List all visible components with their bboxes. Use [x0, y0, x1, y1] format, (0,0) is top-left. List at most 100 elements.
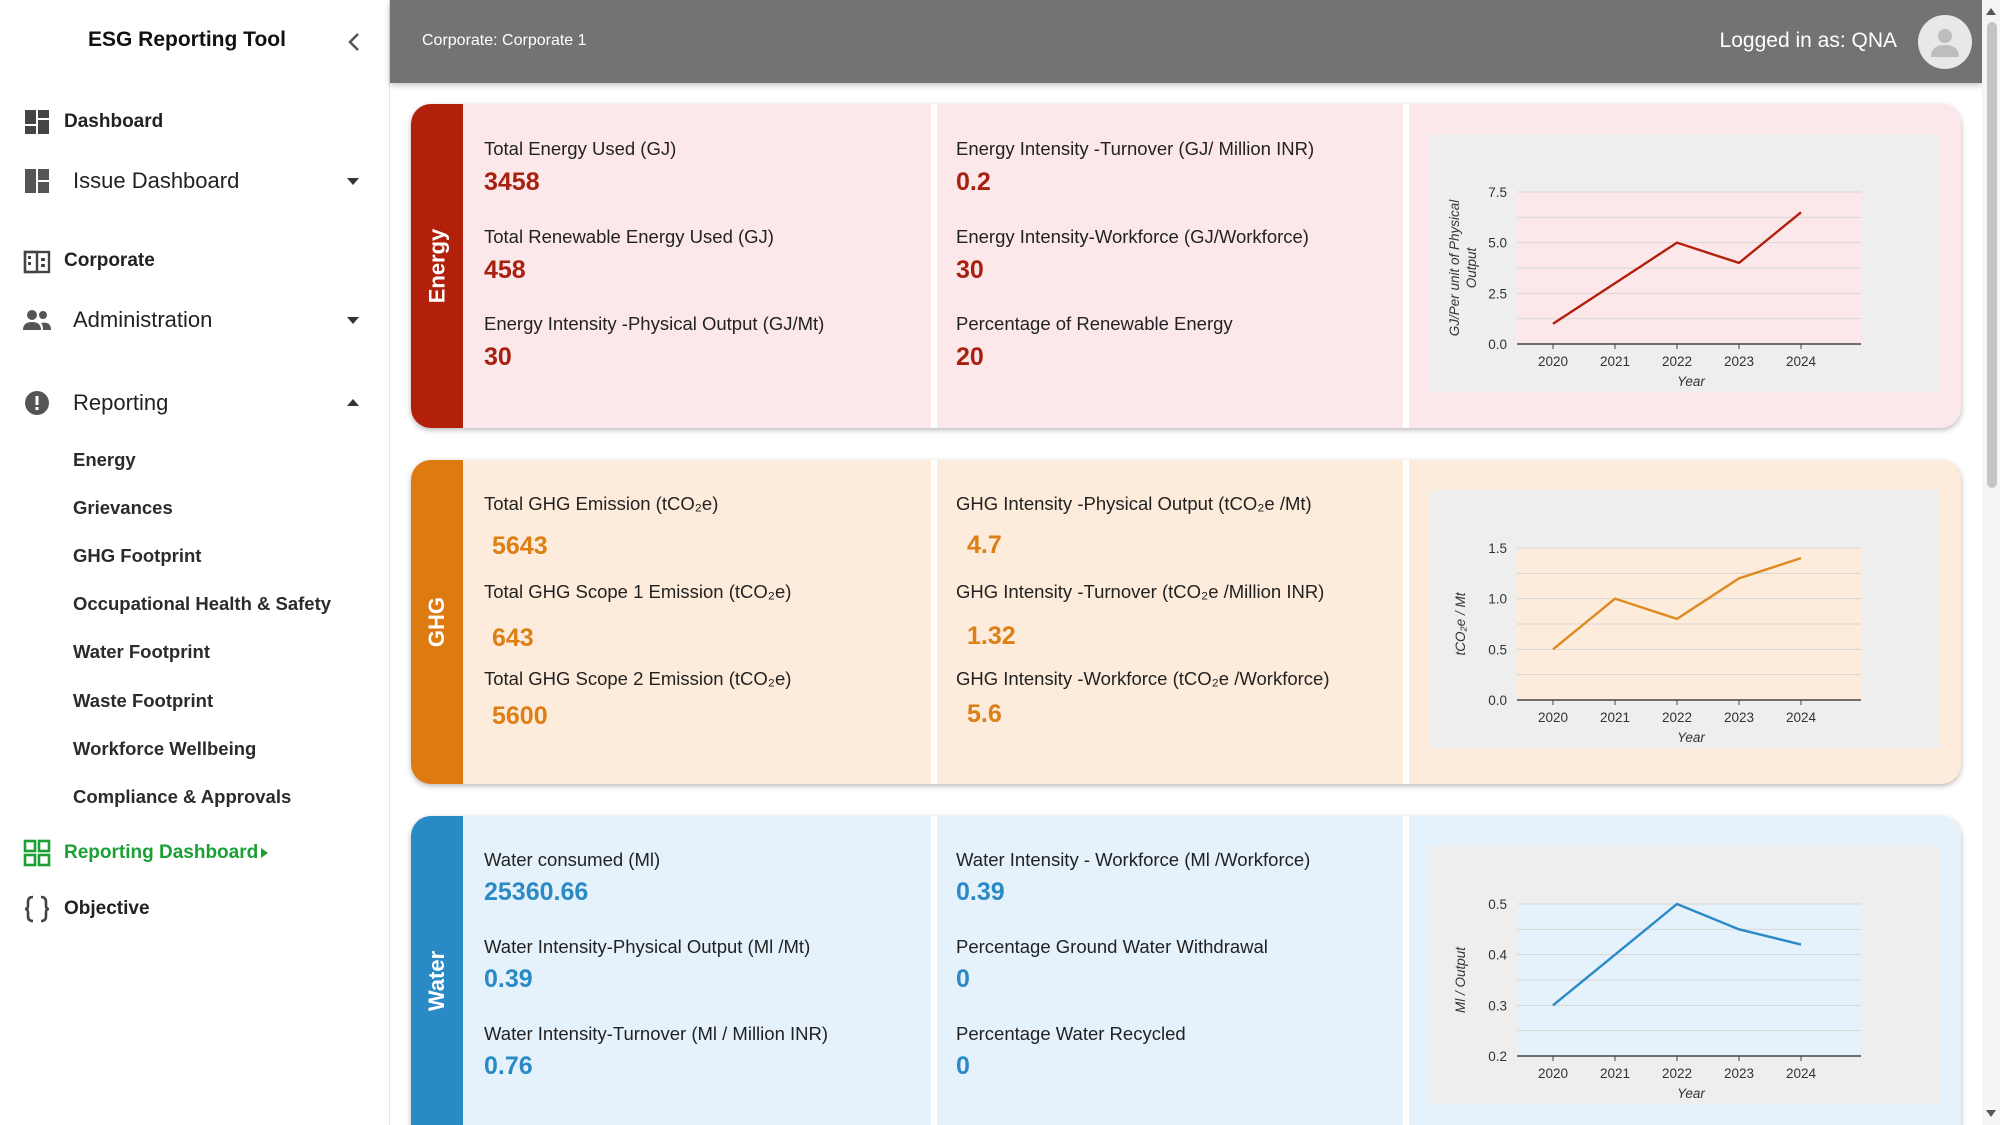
sidebar-subitem-compliance[interactable]: Compliance & Approvals: [73, 786, 292, 807]
metric-label: Total Energy Used (GJ): [484, 138, 677, 159]
caret-right-icon: [261, 848, 268, 858]
metric-value: 5600: [492, 702, 548, 730]
sidebar-item-reporting[interactable]: Reporting: [0, 379, 390, 427]
x-tick-label: 2022: [1662, 354, 1692, 369]
metric-value: 3458: [484, 168, 540, 196]
metric-label: Total Renewable Energy Used (GJ): [484, 226, 774, 247]
divider: [931, 460, 937, 784]
sidebar-item-objective[interactable]: Objective: [0, 885, 390, 933]
sidebar-item-label: Reporting: [73, 390, 169, 415]
sidebar-item-label: Issue Dashboard: [73, 168, 240, 193]
energy-band-label: Energy: [424, 228, 449, 304]
y-tick-label: 0.2: [1488, 1049, 1507, 1064]
x-tick-label: 2021: [1600, 354, 1630, 369]
x-tick-label: 2020: [1538, 354, 1568, 369]
sidebar-item-issue-dashboard[interactable]: Issue Dashboard: [0, 157, 390, 205]
sidebar-item-label: Administration: [73, 307, 213, 332]
metric-label: Percentage of Renewable Energy: [956, 313, 1233, 334]
metric-label: GHG Intensity -Physical Output (tCO₂e /M…: [956, 493, 1312, 514]
divider: [931, 104, 937, 428]
metric-value: 5643: [492, 532, 548, 560]
sidebar-item-label: Corporate: [64, 250, 155, 271]
metric-value: 5.6: [967, 700, 1002, 728]
metric-value: 1.32: [967, 622, 1016, 650]
grid-icon: [23, 839, 51, 867]
metric-value: 0: [956, 1052, 970, 1080]
sidebar-subitem-water-footprint[interactable]: Water Footprint: [73, 641, 211, 662]
divider: [1403, 104, 1409, 428]
sidebar-item-dashboard[interactable]: Dashboard: [0, 98, 390, 146]
scroll-down-arrow-icon[interactable]: [1986, 1110, 1996, 1117]
ghg-chart: 0.0 0.5 1.0 1.5 2020 2021 2022 2023 2024 Year tCO₂…: [1429, 490, 1939, 748]
y-tick-label: 2.5: [1488, 286, 1507, 301]
sidebar-subitem-waste-footprint[interactable]: Waste Footprint: [73, 690, 214, 711]
x-axis-title: Year: [1677, 730, 1705, 745]
x-tick-label: 2022: [1662, 1066, 1692, 1081]
scrollbar-thumb[interactable]: [1987, 22, 1997, 488]
chevron-up-icon[interactable]: [344, 394, 362, 412]
page-scrollbar[interactable]: [1982, 0, 2000, 1125]
chevron-down-icon[interactable]: [344, 172, 362, 190]
sidebar-subitem-energy[interactable]: Energy: [73, 449, 136, 470]
water-band: Water: [411, 816, 463, 1125]
metric-label: Percentage Water Recycled: [956, 1023, 1186, 1044]
x-tick-label: 2022: [1662, 710, 1692, 725]
metric-value: 458: [484, 256, 526, 284]
y-tick-label: 1.0: [1488, 592, 1507, 607]
scroll-up-arrow-icon[interactable]: [1986, 8, 1996, 15]
divider: [1403, 460, 1409, 784]
collapse-sidebar-icon[interactable]: [344, 30, 364, 54]
metric-value: 0.76: [484, 1052, 533, 1080]
dashboard-icon: [25, 110, 49, 134]
metric-value: 30: [484, 343, 512, 371]
chevron-down-icon[interactable]: [344, 311, 362, 329]
series-line: [1552, 902, 1802, 1007]
energy-card: Energy Total Energy Used (GJ) 3458 Total…: [411, 104, 1961, 428]
metric-value: 0.39: [484, 965, 533, 993]
metric-label: GHG Intensity -Turnover (tCO₂e /Million …: [956, 581, 1325, 602]
x-tick-label: 2021: [1600, 710, 1630, 725]
metric-label: Water Intensity-Physical Output (Ml /Mt): [484, 936, 811, 957]
app-title: ESG Reporting Tool: [88, 28, 286, 51]
energy-chart: 0.0 2.5 5.0 7.5 2020 2021 2022 2023 2024 Year GJ/P…: [1429, 134, 1939, 392]
sidebar-subitem-grievances[interactable]: Grievances: [73, 497, 173, 518]
metric-label: Water Intensity-Turnover (Ml / Million I…: [484, 1023, 829, 1044]
sidebar-item-administration[interactable]: Administration: [0, 296, 390, 344]
x-tick-label: 2020: [1538, 1066, 1568, 1081]
logged-in-label: Logged in as: QNA: [1719, 29, 1897, 52]
people-icon: [23, 310, 51, 330]
y-axis-title-line: GJ/Per unit of Physical: [1447, 199, 1462, 337]
series-line: [1552, 211, 1802, 325]
sidebar-subitem-workforce-wellbeing[interactable]: Workforce Wellbeing: [73, 738, 257, 759]
avatar[interactable]: [1918, 15, 1972, 69]
sidebar-item-corporate[interactable]: Corporate: [0, 237, 390, 285]
metric-label: Total GHG Emission (tCO₂e): [484, 493, 719, 514]
user-icon: [1931, 29, 1959, 57]
y-tick-label: 0.5: [1488, 897, 1507, 912]
metric-label: Percentage Ground Water Withdrawal: [956, 936, 1268, 957]
sidebar-item-reporting-dashboard[interactable]: Reporting Dashboard: [0, 829, 390, 877]
sidebar-header: ESG Reporting Tool: [0, 0, 390, 82]
ghg-card: GHG Total GHG Emission (tCO₂e) 5643 Tota…: [411, 460, 1961, 784]
divider: [931, 816, 937, 1125]
metric-value: 20: [956, 343, 984, 371]
ghg-band: GHG: [411, 460, 463, 784]
sidebar-item-label: Dashboard: [64, 111, 164, 132]
top-bar: Corporate: Corporate 1 Logged in as: QNA: [390, 0, 1982, 83]
metric-label: Water Intensity - Workforce (Ml /Workfor…: [956, 849, 1311, 870]
sidebar-item-label: Reporting Dashboard: [64, 842, 259, 863]
y-tick-label: 0.4: [1488, 948, 1507, 963]
metric-label: Water consumed (Ml): [484, 849, 661, 870]
x-axis-title: Year: [1677, 374, 1705, 389]
y-tick-label: 0.0: [1488, 693, 1507, 708]
sidebar-subitem-ghg-footprint[interactable]: GHG Footprint: [73, 545, 202, 566]
x-tick-label: 2023: [1724, 710, 1754, 725]
braces-icon: [24, 895, 50, 923]
ghg-line-chart: 0.0 0.5 1.0 1.5 2020 2021 2022 2023 2024 Year tCO₂…: [1453, 541, 1861, 745]
metric-label: Energy Intensity -Physical Output (GJ/Mt…: [484, 313, 825, 334]
y-tick-label: 5.0: [1488, 236, 1507, 251]
metric-label: Energy Intensity-Workforce (GJ/Workforce…: [956, 226, 1309, 247]
sidebar-subitem-occupational-health[interactable]: Occupational Health & Safety: [73, 593, 332, 614]
metric-value: 4.7: [967, 531, 1002, 559]
